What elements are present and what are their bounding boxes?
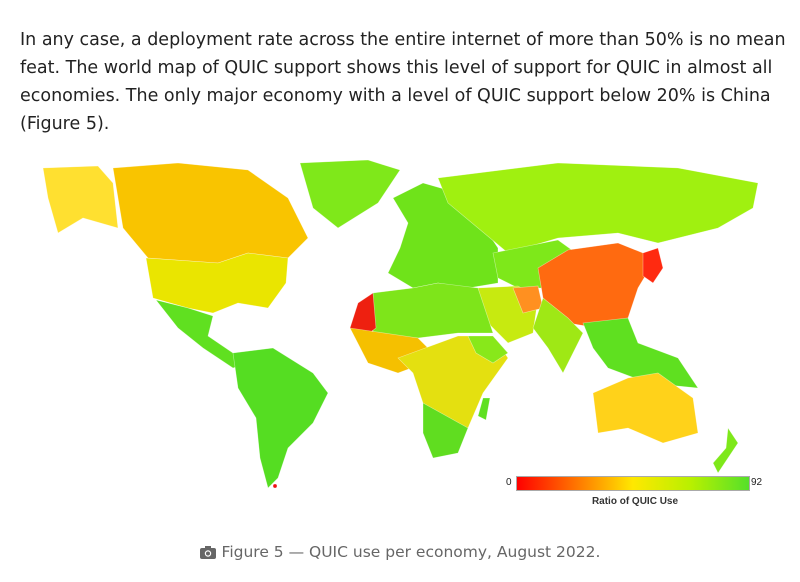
- region-horn-africa: [467, 335, 509, 364]
- body-paragraph: In any case, a deployment rate across th…: [20, 29, 786, 134]
- region-india: [532, 297, 584, 374]
- region-new-zealand: [712, 427, 739, 474]
- camera-icon: [199, 546, 216, 559]
- region-north-africa: [372, 282, 494, 339]
- region-australia: [592, 372, 699, 444]
- region-korea-japan: [642, 247, 664, 284]
- region-usa: [145, 252, 289, 314]
- legend-color-scale: [516, 476, 750, 491]
- figure-caption: Figure 5 — QUIC use per economy, August …: [0, 543, 800, 561]
- region-madagascar: [477, 397, 491, 421]
- legend-min-label: 0: [506, 477, 512, 488]
- region-falklands: [272, 483, 278, 489]
- region-canada: [112, 162, 309, 264]
- region-southern-africa: [422, 402, 469, 459]
- world-map: [42, 159, 759, 489]
- legend-title: Ratio of QUIC Use: [591, 496, 679, 507]
- region-greenland: [299, 159, 401, 229]
- caption-text: Figure 5 — QUIC use per economy, August …: [221, 543, 601, 561]
- region-southeast-asia: [582, 317, 699, 389]
- region-alaska: [42, 165, 119, 234]
- region-south-america: [232, 347, 329, 489]
- legend-max-label: 92: [751, 477, 763, 488]
- region-russia: [437, 162, 759, 254]
